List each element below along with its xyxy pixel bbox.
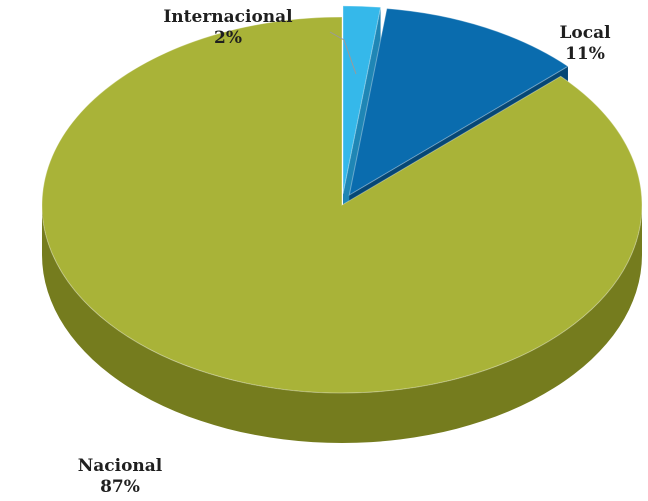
pie-side-nacional	[42, 205, 642, 443]
slice-name: Local	[559, 23, 611, 43]
pie-slice-internacional	[342, 5, 382, 194]
pie-slice-local	[348, 7, 569, 197]
pie-tops	[41, 5, 643, 394]
slice-label-local: Local 11%	[540, 23, 630, 65]
slice-percent: 11%	[565, 44, 605, 64]
leader-line-internacional	[329, 31, 357, 75]
slice-label-internacional: Internacional 2%	[148, 7, 308, 49]
slice-name: Internacional	[163, 7, 293, 27]
slice-name: Nacional	[77, 456, 163, 476]
slice-percent: 2%	[214, 28, 242, 48]
pie-slice-nacional	[41, 16, 643, 394]
slice-percent: 87%	[100, 477, 140, 497]
slice-label-nacional: Nacional 87%	[50, 456, 190, 498]
